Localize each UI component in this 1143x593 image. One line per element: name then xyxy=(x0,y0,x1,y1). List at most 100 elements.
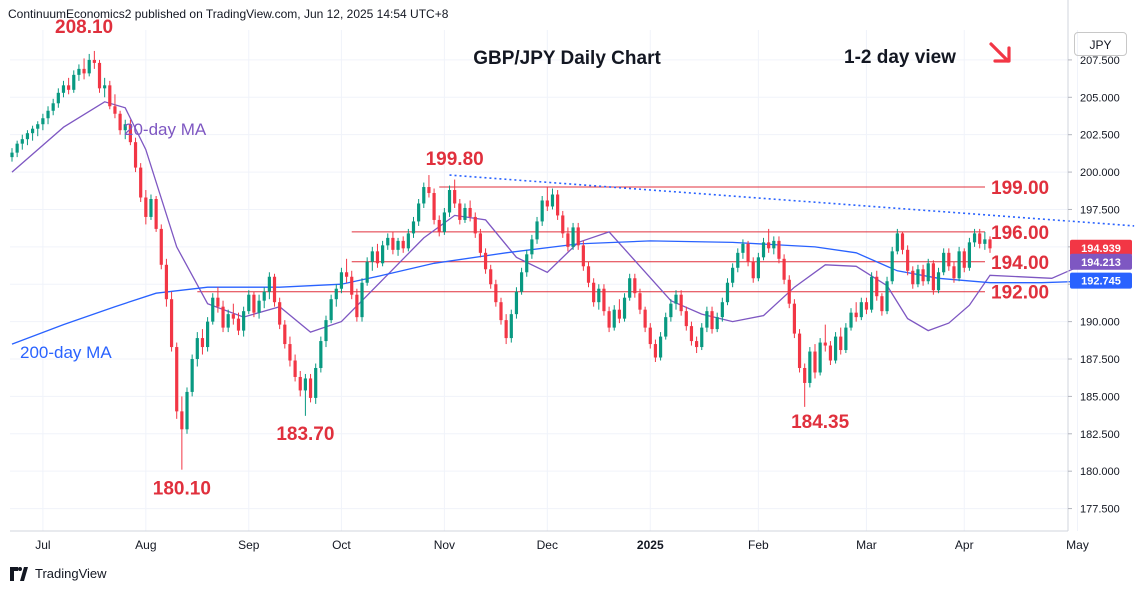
candle xyxy=(46,106,50,125)
candle xyxy=(741,239,745,259)
chart-title: GBP/JPY Daily Chart xyxy=(473,48,661,69)
candle xyxy=(736,248,740,273)
candle xyxy=(689,321,694,346)
candle-body xyxy=(123,124,127,131)
candle-body xyxy=(334,288,338,300)
candle xyxy=(216,287,220,313)
candle-body xyxy=(473,216,477,234)
candle xyxy=(226,309,230,333)
candle-body xyxy=(72,74,76,90)
candle xyxy=(144,190,148,225)
annotation-high: 199.80 xyxy=(426,149,484,170)
candle-body xyxy=(514,291,519,315)
candle xyxy=(25,130,30,146)
candle xyxy=(432,188,436,225)
candle-body xyxy=(365,261,369,283)
candle-body xyxy=(272,276,277,303)
candle xyxy=(422,182,426,208)
candle-body xyxy=(674,294,678,304)
candle xyxy=(684,306,688,331)
candle-body xyxy=(350,276,354,295)
candle xyxy=(864,297,869,315)
candle-body xyxy=(571,227,575,247)
candle-body xyxy=(458,203,462,220)
candle-body xyxy=(226,314,230,328)
candle xyxy=(334,284,338,307)
candle-body xyxy=(195,338,199,360)
currency-label[interactable]: JPY xyxy=(1074,32,1127,56)
candle xyxy=(751,257,755,283)
candle-body xyxy=(916,269,920,285)
candle-body xyxy=(499,302,503,321)
candle-body xyxy=(695,341,699,348)
candle xyxy=(519,267,524,295)
level-label: 192.00 xyxy=(991,283,1049,304)
candle xyxy=(447,185,452,217)
candle xyxy=(710,306,714,334)
candle-body xyxy=(746,243,750,262)
candle xyxy=(108,80,112,110)
candle-body xyxy=(77,68,81,75)
candle xyxy=(638,288,642,315)
candle xyxy=(242,306,246,337)
candle-body xyxy=(25,133,30,140)
candle xyxy=(622,293,627,322)
candle-body xyxy=(221,306,225,328)
candle-body xyxy=(890,251,894,282)
candle-body xyxy=(952,266,956,279)
candle xyxy=(211,293,215,325)
candle-body xyxy=(870,276,874,310)
candle xyxy=(272,273,277,307)
candle xyxy=(797,329,802,373)
footer-brand-label: TradingView xyxy=(35,566,107,581)
candle xyxy=(803,363,807,407)
candle-body xyxy=(396,240,400,250)
candle-body xyxy=(483,252,488,270)
candle-body xyxy=(154,198,158,229)
candle-body xyxy=(669,303,673,318)
candle-body xyxy=(833,336,838,361)
candle-body xyxy=(875,276,879,297)
annotation-low: 183.70 xyxy=(276,424,334,445)
candle xyxy=(303,373,307,416)
candle xyxy=(386,233,390,250)
candle xyxy=(92,50,96,69)
candle xyxy=(658,332,663,361)
candle xyxy=(777,236,781,264)
candle-body xyxy=(525,254,529,273)
candle-body xyxy=(10,152,14,158)
candle xyxy=(581,240,585,271)
candle-body xyxy=(288,344,292,361)
footer-brand[interactable]: TradingView xyxy=(8,566,107,581)
candle-body xyxy=(828,345,833,361)
candle xyxy=(890,246,894,285)
candle xyxy=(355,288,359,322)
candle xyxy=(849,308,853,331)
candle-body xyxy=(880,296,884,312)
candle xyxy=(82,58,86,80)
candle xyxy=(133,137,138,173)
candle xyxy=(535,216,539,244)
x-tick-label: 2025 xyxy=(637,538,664,552)
candle-body xyxy=(839,336,843,351)
candle-body xyxy=(386,237,390,246)
candle xyxy=(180,396,184,470)
candle xyxy=(437,215,441,237)
candle xyxy=(648,323,652,349)
candle xyxy=(952,261,956,283)
candle xyxy=(308,373,313,403)
candle xyxy=(67,77,71,95)
candle xyxy=(381,240,385,267)
candle-body xyxy=(375,251,380,264)
candle-body xyxy=(607,311,611,328)
candle-body xyxy=(653,344,658,358)
candle xyxy=(97,59,102,93)
candle-body xyxy=(252,294,256,313)
candle-body xyxy=(262,291,266,301)
candle xyxy=(288,336,292,367)
candle-body xyxy=(612,309,616,328)
candle xyxy=(113,94,117,119)
candle xyxy=(77,64,81,81)
candle-body xyxy=(581,245,585,267)
